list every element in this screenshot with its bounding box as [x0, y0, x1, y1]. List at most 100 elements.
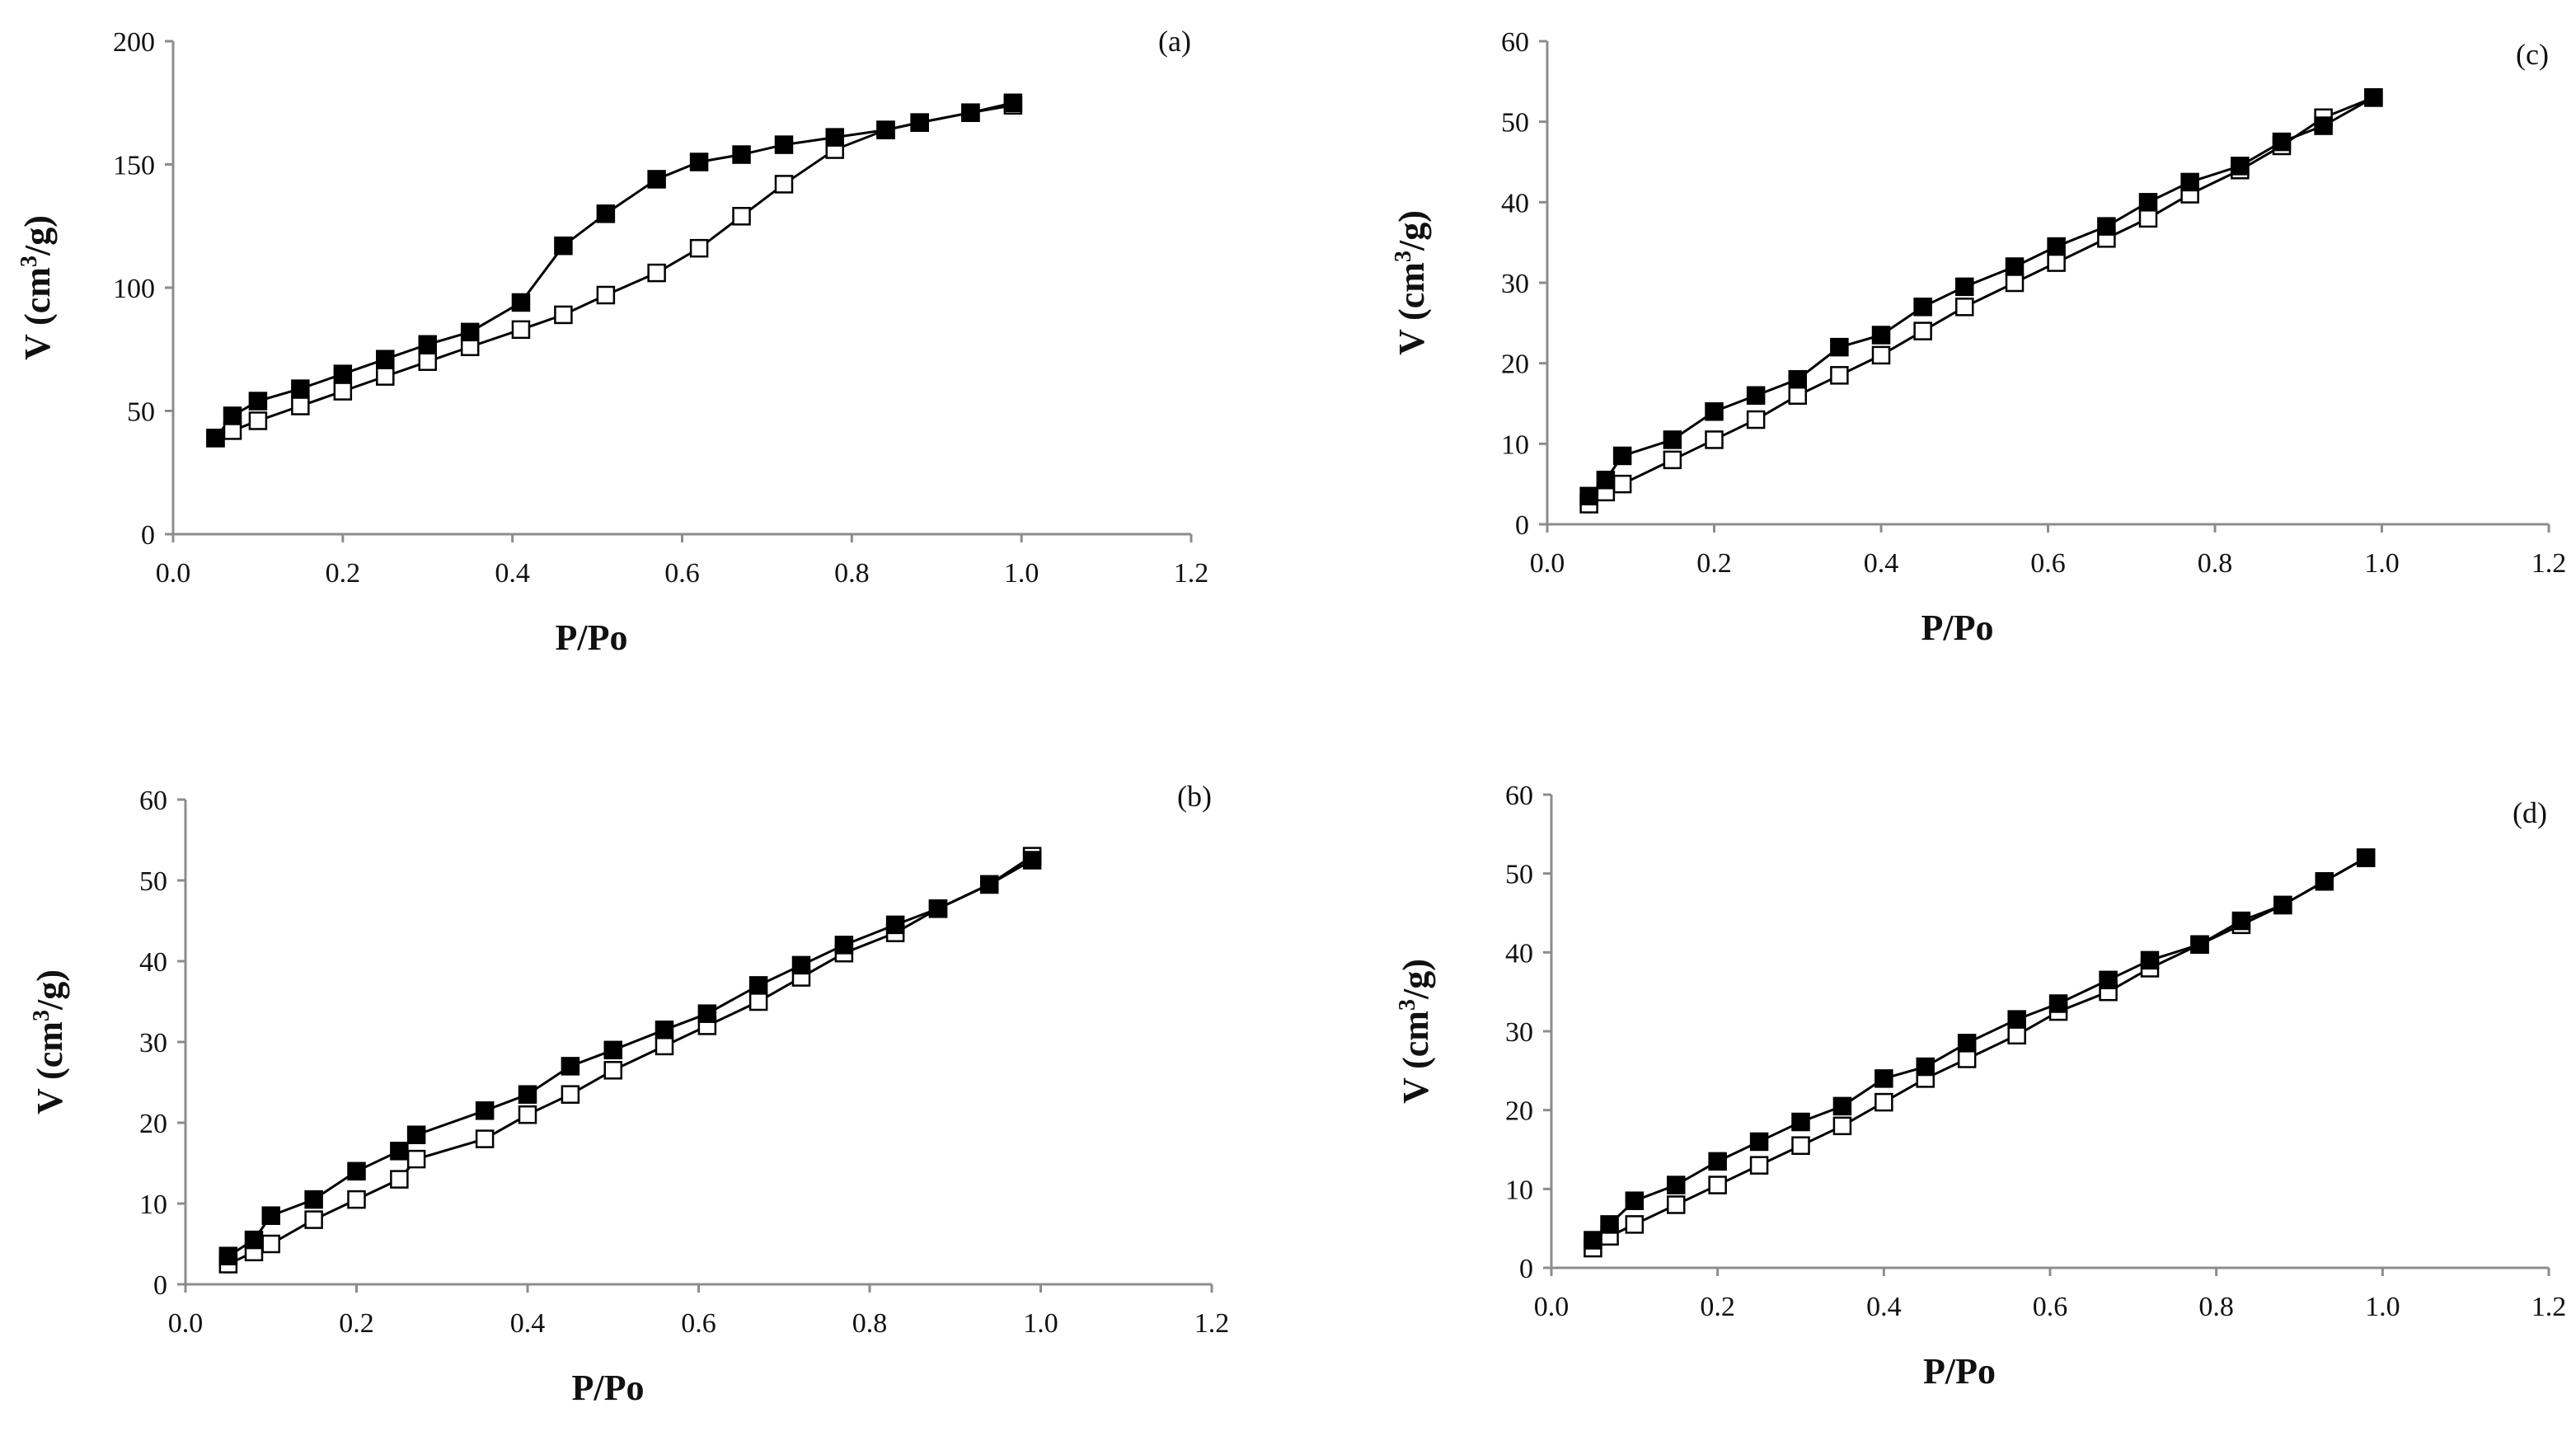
data-point-desorption-c: [2138, 193, 2158, 212]
y-tick-label-d: 60: [1505, 781, 1533, 811]
data-point-desorption-d: [2007, 1010, 2026, 1029]
y-tick-label-d: 10: [1505, 1175, 1533, 1205]
data-point-desorption-a: [1003, 93, 1023, 112]
y-axis-title-main: V (cm: [17, 267, 58, 360]
chart-panel-c: 0 10 20 30 40 50 60 0.0 0.2 0.4 0.6 0.8 1.0 1.2 P/Po V …: [1288, 0, 2576, 716]
y-tick-label-c: 60: [1501, 27, 1529, 58]
y-tick-label-d: 50: [1505, 860, 1533, 890]
data-point-adsorption-c: [2138, 209, 2158, 228]
y-axis-title-tail: /g): [1391, 210, 1432, 251]
y-axis-title-c: V (cm3/g): [1391, 210, 1432, 355]
data-point-adsorption-b: [655, 1036, 674, 1056]
data-point-desorption-d: [1625, 1191, 1645, 1210]
data-point-adsorption-c: [1705, 430, 1724, 449]
data-point-desorption-a: [732, 145, 751, 164]
panel-label-b: (b): [1177, 780, 1212, 813]
chart-a-svg: 0 50 100 150 200 0.0 0.2 0.4 0.6 0.8 1.0 1.2 P/Po V (…: [16, 25, 1208, 658]
x-tick-label-c: 0.8: [2198, 548, 2233, 579]
data-point-desorption-c: [1871, 326, 1891, 345]
data-point-adsorption-d: [1708, 1176, 1727, 1194]
data-point-desorption-a: [910, 113, 929, 132]
data-point-desorption-d: [1708, 1152, 1727, 1171]
y-tick-label-d: 40: [1505, 938, 1533, 969]
x-tick-label-a: 0.4: [495, 558, 530, 589]
data-point-adsorption-c: [1746, 410, 1766, 429]
x-tick-label-c: 0.0: [1530, 548, 1565, 579]
data-point-desorption-b: [475, 1101, 495, 1120]
y-tick-label-c: 0: [1515, 510, 1529, 541]
data-point-desorption-b: [518, 1085, 537, 1104]
data-point-adsorption-a: [554, 305, 573, 325]
x-tick-label-d: 0.2: [1700, 1292, 1735, 1322]
y-axis-title-superscript: 3: [1391, 251, 1416, 262]
data-point-adsorption-b: [390, 1170, 409, 1189]
data-point-desorption-c: [1663, 430, 1682, 449]
y-axis-title-superscript: 3: [29, 1010, 54, 1021]
data-point-desorption-a: [376, 350, 395, 368]
data-point-desorption-c: [2005, 257, 2025, 276]
x-tick-label-c: 1.0: [2364, 548, 2400, 579]
data-point-desorption-d: [1957, 1034, 1977, 1053]
y-tick-label-d: 0: [1519, 1254, 1533, 1284]
x-tick-label-b: 1.0: [1023, 1308, 1058, 1339]
x-tick-label-a: 0.2: [326, 558, 361, 589]
data-point-adsorption-a: [732, 207, 751, 226]
data-point-adsorption-d: [2007, 1025, 2026, 1045]
data-point-desorption-b: [748, 976, 768, 995]
x-tick-label-d: 0.6: [2033, 1292, 2068, 1322]
data-point-adsorption-d: [1957, 1049, 1977, 1068]
data-point-desorption-b: [834, 936, 854, 955]
data-point-desorption-d: [2099, 970, 2118, 990]
data-point-desorption-b: [791, 955, 811, 975]
data-point-desorption-b: [244, 1230, 264, 1250]
data-point-desorption-a: [689, 153, 709, 171]
data-point-desorption-d: [1600, 1215, 1619, 1234]
data-point-adsorption-b: [406, 1149, 426, 1169]
data-point-adsorption-c: [1612, 474, 1632, 494]
y-tick-label-c: 30: [1501, 269, 1529, 299]
data-point-desorption-d: [2273, 895, 2292, 915]
data-point-adsorption-a: [647, 263, 666, 283]
panel-label-c: (c): [2516, 38, 2549, 71]
y-tick-label-a: 150: [113, 151, 155, 181]
y-tick-label-a: 50: [127, 397, 155, 428]
chart-panel-b: 0 10 20 30 40 50 60 0.0 0.2 0.4 0.6 0.8 1.0 1.2 P/Po V …: [0, 716, 1288, 1432]
data-point-desorption-a: [596, 204, 616, 223]
y-tick-label-b: 60: [139, 786, 167, 816]
data-point-desorption-d: [2315, 871, 2334, 891]
data-point-desorption-d: [2231, 911, 2251, 931]
data-point-desorption-c: [1913, 298, 1932, 317]
data-point-desorption-b: [603, 1040, 622, 1060]
x-tick-label-b: 0.0: [168, 1308, 204, 1339]
x-axis-title-b: P/Po: [572, 1368, 645, 1408]
data-point-desorption-a: [206, 429, 225, 448]
data-point-desorption-d: [1667, 1176, 1686, 1194]
y-axis-title-a: V (cm3/g): [16, 215, 58, 360]
data-point-desorption-c: [1830, 337, 1849, 357]
data-point-desorption-a: [511, 293, 531, 312]
data-point-desorption-a: [418, 335, 437, 354]
y-axis-title-main: V (cm: [30, 1021, 70, 1115]
data-point-desorption-a: [460, 322, 480, 342]
data-point-desorption-c: [1746, 386, 1766, 405]
data-point-adsorption-a: [596, 285, 616, 305]
data-point-adsorption-b: [347, 1190, 366, 1209]
data-point-desorption-d: [1875, 1069, 1893, 1088]
y-axis-title-main: V (cm: [1396, 1011, 1436, 1104]
data-point-adsorption-c: [2005, 273, 2025, 293]
data-point-desorption-d: [2356, 848, 2376, 867]
y-tick-label-b: 20: [139, 1109, 167, 1139]
y-axis-title-superscript: 3: [1395, 999, 1420, 1011]
data-point-desorption-c: [1579, 486, 1598, 506]
y-axis-title-main: V (cm: [1391, 262, 1432, 355]
x-axis-title-a: P/Po: [556, 617, 628, 658]
y-tick-label-a: 0: [141, 520, 155, 551]
data-point-adsorption-b: [561, 1085, 580, 1104]
data-point-adsorption-d: [1791, 1136, 1810, 1155]
data-point-desorption-a: [333, 364, 353, 383]
y-axis-title-b: V (cm3/g): [29, 969, 70, 1115]
data-point-adsorption-c: [1913, 321, 1932, 340]
chart-b-svg: 0 10 20 30 40 50 60 0.0 0.2 0.4 0.6 0.8 1.0 1.2 P/Po V …: [29, 780, 1229, 1408]
data-point-desorption-b: [406, 1125, 426, 1144]
x-tick-label-d: 1.0: [2365, 1292, 2400, 1322]
